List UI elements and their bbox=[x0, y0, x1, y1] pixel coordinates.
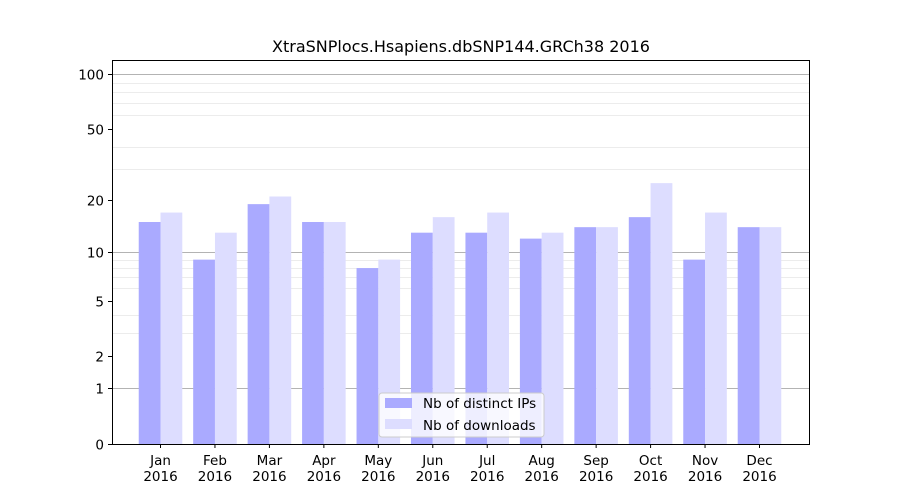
y-tick-label: 0 bbox=[95, 438, 104, 454]
bar-distinct-ips bbox=[683, 259, 706, 444]
x-tick-label: Apr 2016 bbox=[307, 453, 341, 485]
bar-downloads bbox=[160, 212, 183, 444]
bar-distinct-ips bbox=[356, 268, 379, 444]
x-tick-label: Oct 2016 bbox=[633, 453, 667, 485]
bar-distinct-ips bbox=[410, 232, 433, 444]
x-tick-label: Aug 2016 bbox=[525, 453, 559, 485]
bar-distinct-ips bbox=[628, 217, 651, 444]
bar-downloads bbox=[705, 212, 727, 444]
y-tick-label: 100 bbox=[78, 68, 104, 84]
bar-downloads bbox=[759, 227, 782, 444]
legend: Nb of distinct IPs Nb of downloads bbox=[378, 392, 545, 438]
bar-downloads bbox=[323, 221, 346, 444]
bar-distinct-ips bbox=[247, 204, 270, 444]
bar-distinct-ips bbox=[193, 259, 215, 444]
bar-downloads bbox=[432, 217, 455, 444]
bar-distinct-ips bbox=[302, 221, 324, 444]
chart-title: XtraSNPlocs.Hsapiens.dbSNP144.GRCh38 201… bbox=[272, 37, 650, 56]
x-tick-label: Sep 2016 bbox=[579, 453, 613, 485]
bars bbox=[138, 183, 782, 445]
x-tick-label: Dec 2016 bbox=[742, 453, 776, 485]
x-tick-label: Jun 2016 bbox=[416, 453, 450, 485]
x-tick-label: Jul 2016 bbox=[470, 453, 504, 485]
bar-downloads bbox=[487, 212, 510, 444]
x-tick-label: May 2016 bbox=[361, 453, 395, 485]
legend-label-downloads: Nb of downloads bbox=[423, 418, 536, 434]
y-tick-label: 10 bbox=[87, 246, 104, 262]
x-tick-label: Jan 2016 bbox=[143, 453, 177, 485]
legend-label-distinct-ips: Nb of distinct IPs bbox=[423, 396, 536, 412]
plot-frame bbox=[112, 60, 810, 445]
bar-distinct-ips bbox=[737, 227, 760, 444]
legend-swatch-distinct-ips bbox=[385, 398, 412, 408]
y-tick-label: 2 bbox=[95, 350, 104, 366]
x-tick-label: Nov 2016 bbox=[688, 453, 722, 485]
x-tick-label: Feb 2016 bbox=[198, 453, 232, 485]
x-tick-label: Mar 2016 bbox=[252, 453, 286, 485]
bar-downloads bbox=[650, 183, 673, 445]
bar-downloads bbox=[596, 227, 618, 444]
y-tick-label: 1 bbox=[95, 382, 104, 398]
y-tick-label: 50 bbox=[87, 123, 104, 139]
y-tick-label: 5 bbox=[95, 295, 104, 311]
legend-swatch-downloads bbox=[385, 419, 412, 429]
bar-distinct-ips bbox=[138, 221, 161, 444]
bar-downloads bbox=[269, 196, 292, 444]
y-tick-label: 20 bbox=[87, 194, 104, 210]
bar-distinct-ips bbox=[574, 227, 597, 444]
bar-downloads bbox=[541, 232, 564, 444]
bar-distinct-ips bbox=[465, 232, 488, 444]
bar-downloads bbox=[214, 232, 237, 444]
x-axis: Jan 2016 Feb 2016 Mar 2016 Apr 2016 May 2016 Jun 20… bbox=[143, 444, 777, 485]
legend-box bbox=[378, 392, 545, 438]
y-axis: 0 1 2 5 10 20 50 100 bbox=[78, 68, 112, 454]
